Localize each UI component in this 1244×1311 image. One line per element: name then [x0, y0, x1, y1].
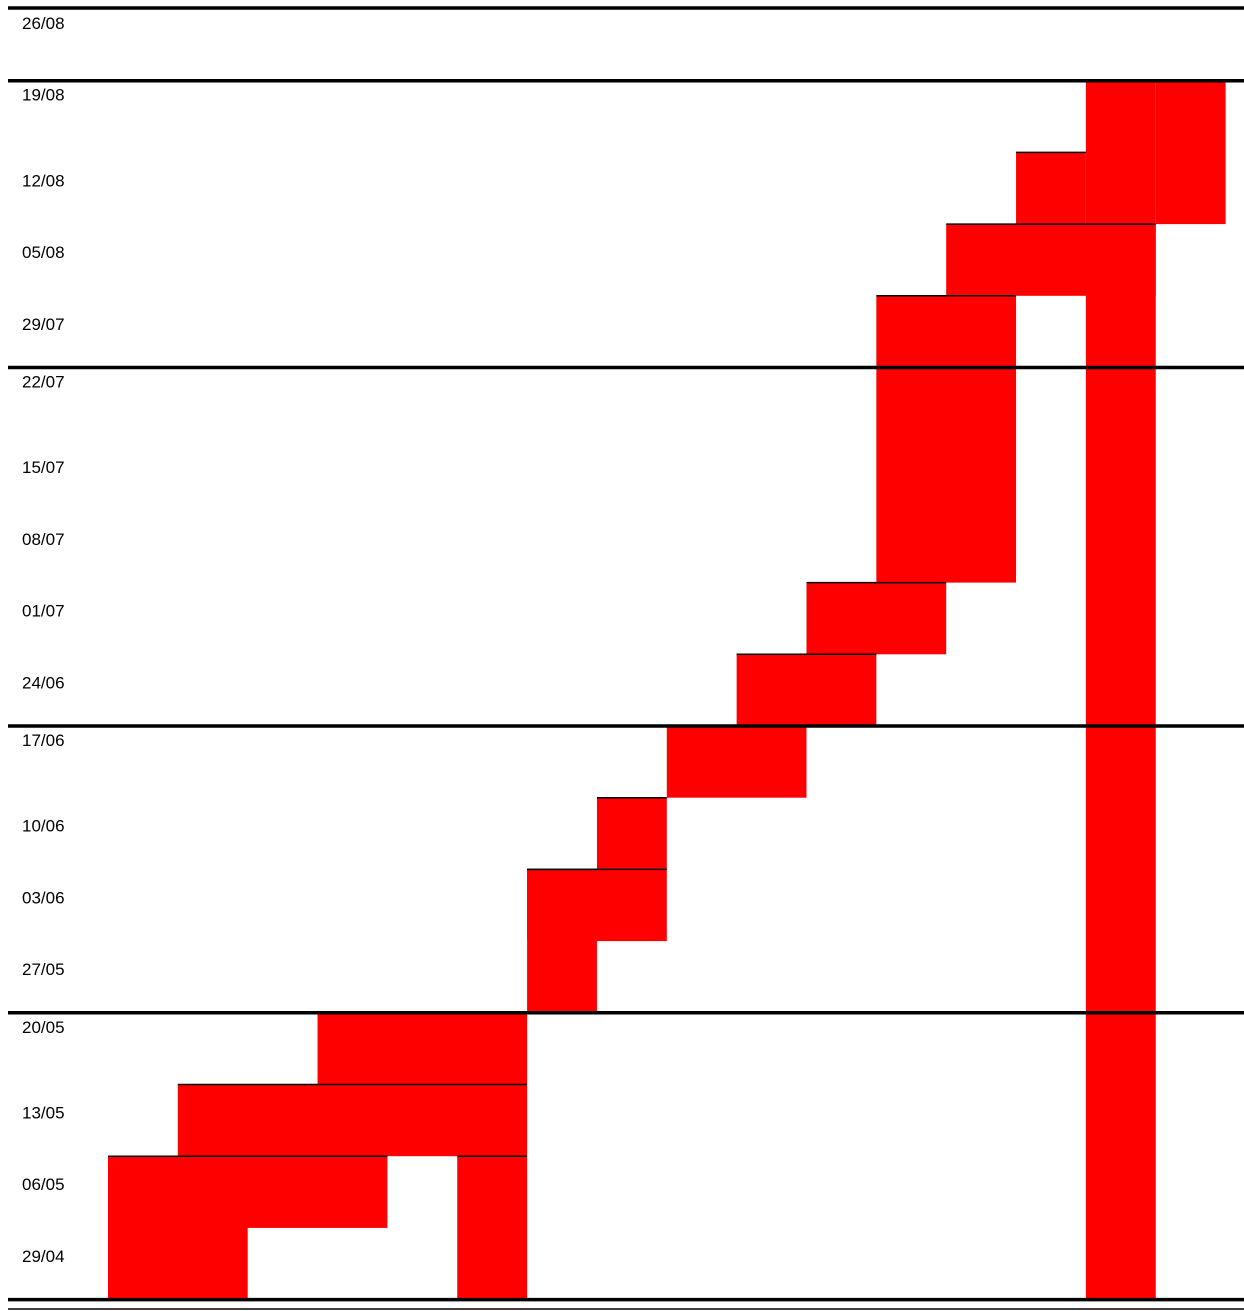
week-label: 01/07 — [22, 602, 65, 621]
week-label: 17/06 — [22, 731, 65, 750]
week-label: 05/08 — [22, 243, 65, 262]
gantt-block — [177, 1084, 528, 1157]
gantt-block — [806, 582, 947, 655]
gantt-block — [596, 797, 667, 870]
week-label: 13/05 — [22, 1104, 65, 1123]
gantt-block — [1155, 80, 1226, 225]
week-label: 10/06 — [22, 817, 65, 836]
week-label: 03/06 — [22, 888, 65, 907]
gantt-block — [666, 726, 807, 798]
gantt-block — [177, 1156, 388, 1228]
week-label: 12/08 — [22, 171, 65, 190]
gantt-block — [1085, 80, 1156, 1300]
bars-layer — [108, 80, 1226, 1300]
week-label: 24/06 — [22, 673, 65, 692]
week-label: 27/05 — [22, 960, 65, 979]
week-label: 19/08 — [22, 86, 65, 105]
week-label: 26/08 — [22, 14, 65, 33]
week-labels: 26/08 19/08 12/08 05/08 29/07 22/07 15/07 08/07… — [22, 14, 65, 1266]
gantt-block — [317, 1012, 528, 1085]
gantt-block — [527, 869, 667, 942]
week-label: 15/07 — [22, 458, 65, 477]
gantt-block — [736, 654, 877, 726]
week-label: 29/07 — [22, 315, 65, 334]
grid-layer — [8, 6, 1244, 1310]
week-label: 20/05 — [22, 1018, 65, 1037]
week-label: 22/07 — [22, 373, 65, 392]
week-label: 06/05 — [22, 1175, 65, 1194]
week-label: 29/04 — [22, 1247, 65, 1266]
week-label: 08/07 — [22, 530, 65, 549]
gantt-block — [876, 295, 1017, 583]
gantt-block — [1016, 152, 1086, 225]
gantt-block — [457, 1156, 528, 1300]
